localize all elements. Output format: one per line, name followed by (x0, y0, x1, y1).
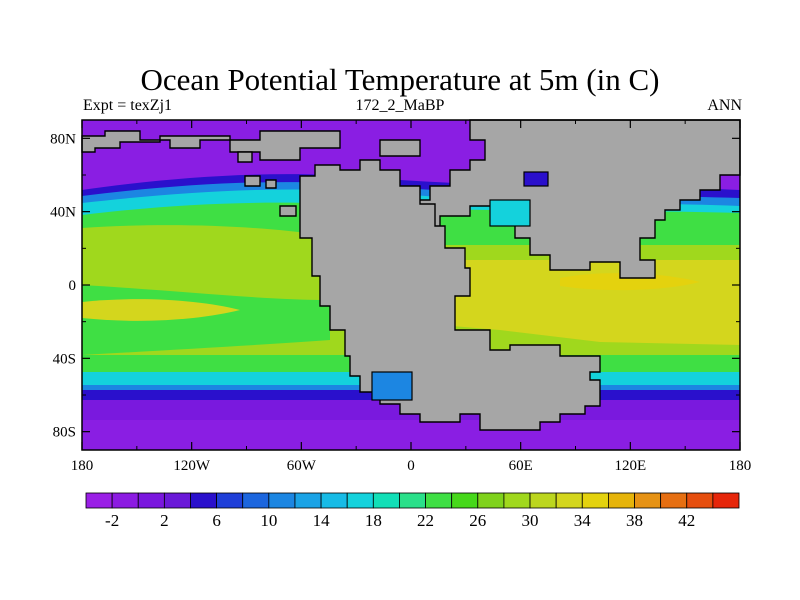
colorbar-swatch (111, 492, 139, 509)
colorbar-swatch (268, 492, 296, 509)
colorbar-swatch (399, 492, 426, 509)
colorbar-swatch (320, 492, 348, 509)
colorbar-swatch (712, 492, 740, 509)
colorbar-swatch (163, 492, 191, 509)
axis-ticks (81, 120, 741, 450)
land-island-small-1 (244, 175, 261, 187)
x-tick-label: 120E (614, 458, 646, 474)
colorbar-label: 26 (469, 511, 486, 530)
chart-title: Ocean Potential Temperature at 5m (in C) (140, 62, 660, 97)
axis-labels: 180 120W 60W 0 60E 120E 180 80N 40N 0 40S 80S (50, 131, 751, 474)
colorbar-label: 2 (160, 511, 169, 530)
y-tick-label: 40N (50, 205, 76, 221)
annual-label: ANN (707, 97, 742, 114)
experiment-label: Expt = texZj1 (83, 97, 173, 114)
colorbar-swatch (660, 492, 688, 509)
land-eurasia (389, 119, 741, 279)
x-tick-label: 60W (287, 458, 317, 474)
colorbar-swatch (85, 492, 113, 509)
colorbar-swatch (451, 492, 479, 509)
colorbar-swatch (242, 492, 270, 509)
colorbar-swatch (477, 492, 505, 509)
colorbar-swatch (581, 492, 609, 509)
colorbar-swatch (216, 492, 244, 509)
colorbar-swatch (529, 492, 557, 509)
y-tick-label: 80S (53, 425, 76, 441)
colorbar-label: 38 (626, 511, 643, 530)
x-tick-label: 60E (509, 458, 533, 474)
colorbar-swatch (555, 492, 583, 509)
colorbar-swatch (634, 492, 662, 509)
colorbar-label: 18 (365, 511, 382, 530)
y-tick-label: 0 (69, 278, 77, 294)
colorbar-label: 22 (417, 511, 434, 530)
colorbar-swatch (190, 492, 217, 509)
colorbar-swatch (503, 492, 531, 509)
colorbar-swatch (686, 492, 714, 509)
x-tick-label: 180 (71, 458, 94, 474)
inland-seas (371, 171, 549, 401)
y-tick-label: 40S (53, 351, 76, 367)
land-americas-africa (299, 159, 601, 431)
x-tick-label: 0 (407, 458, 415, 474)
colorbar-swatch (425, 492, 453, 509)
colorbar-swatch (346, 492, 374, 509)
colorbar-label: 42 (678, 511, 695, 530)
colorbar-swatch (372, 492, 400, 509)
land-island-small-5 (279, 205, 297, 217)
land-island-small-2 (265, 179, 277, 189)
y-tick-label: 80N (50, 131, 76, 147)
colorbar-label: 14 (313, 511, 331, 530)
colorbar: -2 2 6 10 14 18 22 26 30 34 38 42 (85, 492, 740, 530)
x-tick-label: 120W (173, 458, 211, 474)
land-island-small-4 (237, 151, 253, 163)
colorbar-swatch (608, 492, 635, 509)
colorbar-label: 10 (260, 511, 277, 530)
colorbar-swatch (294, 492, 322, 509)
land-north-america-arctic (81, 130, 341, 161)
land-masses (81, 119, 741, 431)
colorbar-swatch (137, 492, 165, 509)
colorbar-label: 30 (522, 511, 539, 530)
time-label: 172_2_MaBP (355, 97, 445, 114)
colorbar-label: -2 (105, 511, 119, 530)
x-tick-label: 180 (729, 458, 752, 474)
colorbar-label: 6 (212, 511, 221, 530)
colorbar-label: 34 (574, 511, 592, 530)
land-island-small-3 (379, 139, 421, 157)
